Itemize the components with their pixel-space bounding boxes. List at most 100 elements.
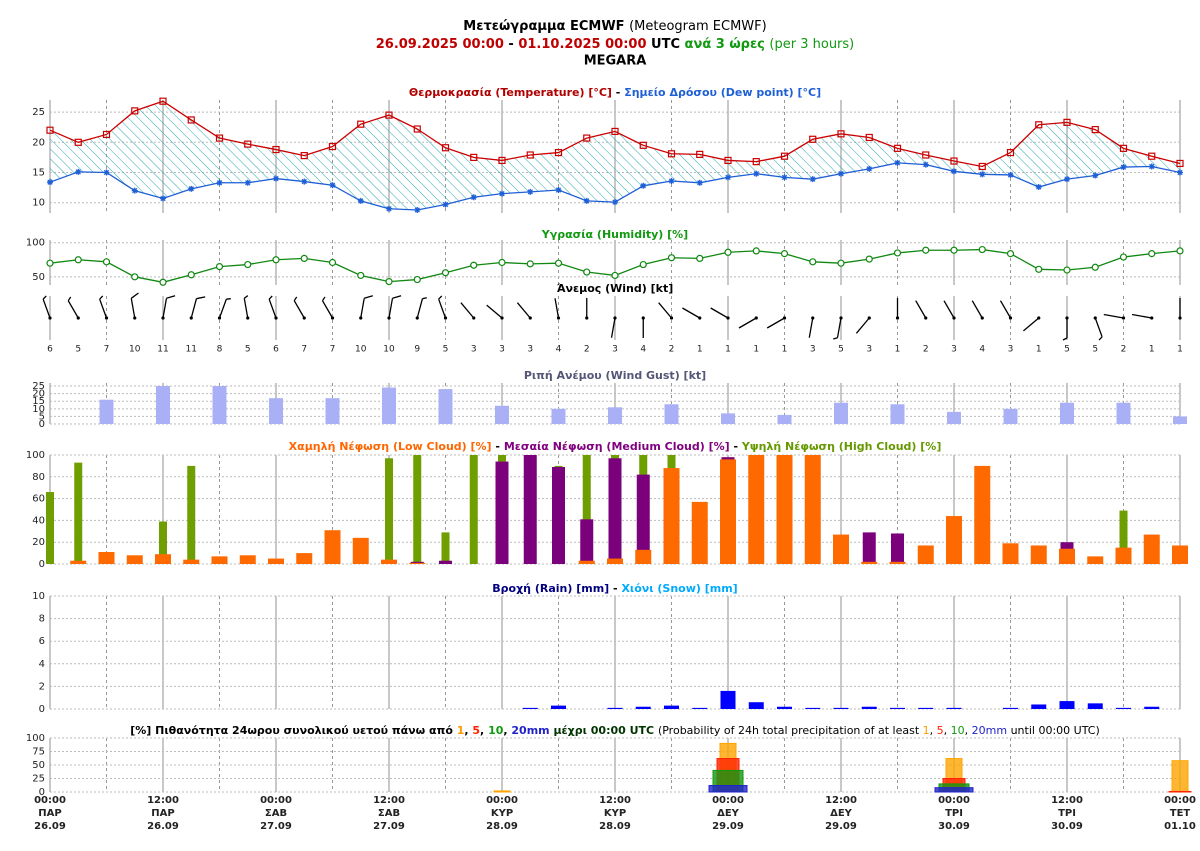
wind-speed-label: 2 bbox=[584, 345, 590, 355]
cloud-bar bbox=[691, 501, 708, 564]
cloud-bar bbox=[523, 455, 537, 564]
wind-speed-label: 8 bbox=[217, 345, 223, 355]
wind-barb bbox=[243, 295, 249, 319]
wind-station bbox=[189, 316, 193, 320]
wind-station bbox=[246, 316, 250, 320]
marker bbox=[753, 170, 760, 177]
probability-box bbox=[493, 790, 511, 793]
cloud-bar bbox=[126, 555, 143, 564]
wind-speed-label: 2 bbox=[923, 345, 929, 355]
marker bbox=[329, 182, 336, 189]
title-part: 01.10.2025 00:00 bbox=[518, 37, 646, 52]
marker bbox=[696, 179, 703, 186]
marker bbox=[640, 182, 647, 189]
wind-barb bbox=[42, 295, 51, 319]
wind-barb bbox=[658, 302, 672, 319]
wind-station bbox=[1178, 316, 1182, 320]
wind-speed-label: 3 bbox=[527, 345, 533, 355]
marker bbox=[583, 268, 591, 276]
y-tick-label: 0 bbox=[39, 559, 45, 570]
marker bbox=[328, 142, 337, 151]
wind-barb bbox=[321, 296, 334, 319]
bar bbox=[1116, 707, 1131, 709]
wind-station bbox=[104, 316, 109, 320]
marker bbox=[1148, 163, 1155, 170]
x-tick-label: 12:00 bbox=[1051, 795, 1083, 806]
marker bbox=[1035, 265, 1043, 273]
wind-station bbox=[754, 316, 758, 320]
marker bbox=[215, 262, 224, 271]
bar bbox=[1116, 402, 1131, 424]
y-tick-label: 0 bbox=[39, 787, 45, 798]
title-part: , bbox=[965, 724, 972, 737]
wind-barb bbox=[855, 317, 870, 334]
bar bbox=[664, 404, 679, 424]
title-part: 1 bbox=[457, 724, 465, 737]
cloud-bar bbox=[974, 465, 991, 564]
marker bbox=[187, 116, 195, 124]
marker bbox=[554, 259, 563, 267]
cloud-bar bbox=[352, 537, 369, 564]
wind-speed-label: 5 bbox=[1092, 345, 1098, 355]
marker bbox=[639, 260, 647, 269]
marker bbox=[46, 126, 54, 134]
wind-station bbox=[641, 316, 645, 320]
wind-barb bbox=[190, 296, 206, 319]
wind-barb bbox=[1094, 317, 1103, 341]
bar bbox=[721, 413, 735, 424]
cloud-bar bbox=[636, 474, 650, 564]
marker bbox=[724, 248, 732, 256]
x-tick-label: 29.09 bbox=[712, 821, 744, 832]
wind-barb bbox=[293, 296, 305, 319]
cloud-bar bbox=[385, 458, 393, 564]
bar bbox=[325, 398, 340, 424]
y-tick-label: 20 bbox=[32, 137, 45, 148]
wind-speed-label: 1 bbox=[753, 345, 759, 355]
marker bbox=[639, 141, 647, 149]
marker bbox=[583, 134, 591, 142]
marker bbox=[470, 194, 477, 201]
wind-speed-label: 11 bbox=[157, 345, 168, 355]
title: Μετεώγραμμα ECMWF (Meteogram ECMWF) bbox=[463, 19, 766, 34]
title-part: Υψηλή Νέφωση (High Cloud) [%] bbox=[741, 440, 941, 453]
cloud-bar bbox=[861, 561, 878, 564]
cloud-bar bbox=[409, 562, 426, 564]
y-tick-label: 10 bbox=[32, 198, 45, 209]
marker bbox=[894, 159, 901, 166]
title-part: Χαμηλή Νέφωση (Low Cloud) [%] bbox=[289, 440, 492, 453]
marker bbox=[357, 271, 365, 280]
bar bbox=[99, 399, 114, 424]
panel-title: Χαμηλή Νέφωση (Low Cloud) [%] - Μεσαία Ν… bbox=[289, 440, 942, 453]
title-part: Θερμοκρασία (Temperature) [°C] bbox=[409, 86, 612, 99]
x-tick-label: 00:00 bbox=[938, 795, 970, 806]
wind-speed-label: 6 bbox=[47, 345, 53, 355]
marker bbox=[385, 111, 393, 119]
wind-barb bbox=[130, 292, 139, 319]
cloud-bar bbox=[580, 519, 594, 564]
marker bbox=[837, 130, 845, 138]
y-tick-label: 15 bbox=[32, 396, 45, 407]
wind-speed-label: 9 bbox=[414, 345, 420, 355]
marker bbox=[1176, 247, 1184, 255]
bar bbox=[833, 707, 849, 709]
wind-station bbox=[528, 316, 532, 320]
y-tick-label: 40 bbox=[32, 515, 45, 526]
title-part: 10 bbox=[488, 724, 504, 737]
wind-station bbox=[330, 316, 335, 320]
wind-station bbox=[556, 316, 561, 320]
x-tick-label: 28.09 bbox=[599, 821, 631, 832]
cloud-bar bbox=[155, 554, 171, 564]
wind-station bbox=[698, 316, 702, 320]
wind-speed-label: 7 bbox=[330, 345, 336, 355]
title-part: 10 bbox=[951, 724, 965, 737]
wind-station bbox=[1037, 316, 1041, 320]
wind-speed-label: 5 bbox=[75, 345, 81, 355]
marker bbox=[75, 168, 82, 175]
y-tick-label: 0 bbox=[39, 704, 45, 715]
wind-station bbox=[1121, 316, 1126, 320]
marker bbox=[413, 275, 421, 284]
marker bbox=[554, 148, 563, 157]
title-part: , bbox=[944, 724, 951, 737]
probability-box bbox=[1168, 790, 1192, 793]
wind-speed-label: 3 bbox=[499, 345, 505, 355]
